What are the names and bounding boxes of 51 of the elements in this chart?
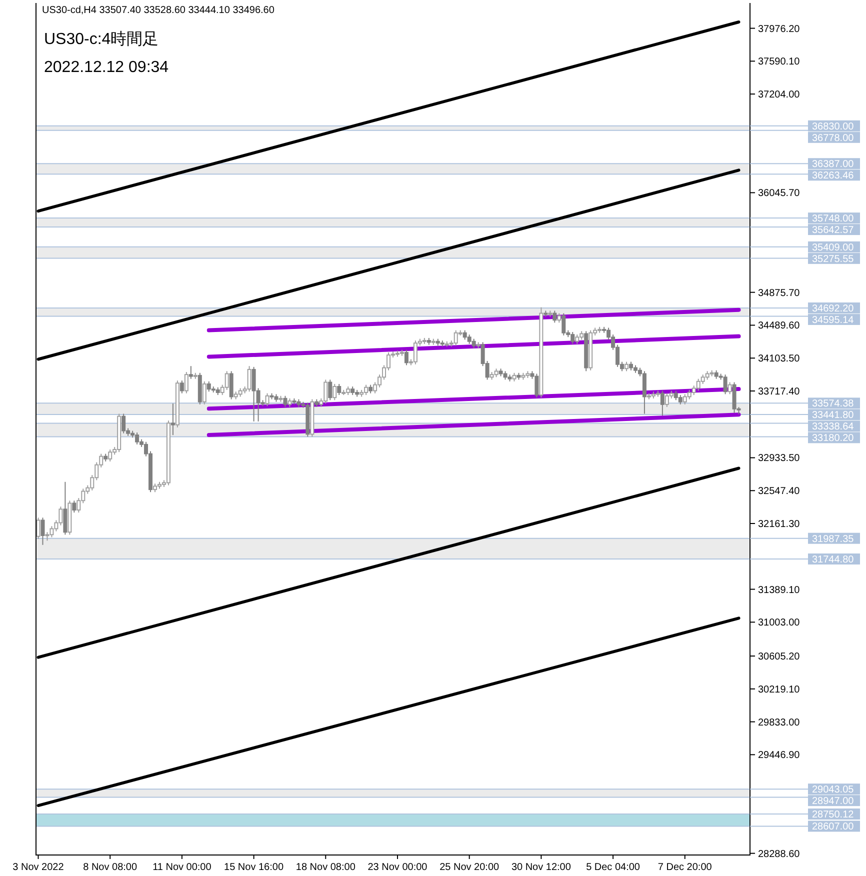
ref-line-label: 31987.35	[812, 534, 854, 545]
ref-line-label: 28607.00	[812, 822, 854, 833]
ref-line-label: 36263.46	[812, 170, 854, 182]
x-tick-label: 11 Nov 00:00	[152, 862, 212, 873]
ref-line-label: 36778.00	[812, 132, 854, 144]
x-tick-label: 15 Nov 16:00	[224, 862, 284, 873]
ref-line-label: 29043.05	[812, 784, 854, 796]
x-tick-label: 23 Nov 00:00	[368, 862, 428, 873]
text: 2022.12.12 09:34	[44, 59, 169, 76]
y-tick-label: 34103.50	[758, 354, 800, 365]
ref-line-label: 31744.80	[812, 554, 854, 566]
ref-line-label: 33180.20	[812, 433, 854, 444]
x-tick-label: 3 Nov 2022	[12, 862, 64, 873]
x-tick-label: 25 Nov 20:00	[440, 862, 500, 873]
ref-line-label: 35642.57	[812, 225, 854, 236]
y-tick-label: 32933.50	[758, 453, 800, 464]
ref-line-label: 36387.00	[812, 159, 854, 170]
ref-line-label: 28750.12	[812, 810, 854, 821]
ref-line-label: 36830.00	[812, 121, 854, 132]
y-tick-label: 29833.00	[758, 717, 800, 728]
y-tick-label: 31003.00	[758, 618, 800, 629]
ref-line-label: 33574.38	[812, 398, 854, 410]
ref-line-label: 28947.00	[812, 796, 854, 808]
ref-line-label: 34692.20	[812, 303, 854, 314]
x-tick-label: 7 Dec 20:00	[658, 862, 712, 873]
x-tick-label: 18 Nov 08:00	[296, 862, 356, 873]
y-tick-label: 37590.10	[758, 56, 800, 68]
ref-line-label: 33338.64	[812, 422, 854, 433]
y-tick-label: 36045.70	[758, 188, 800, 200]
x-tick-label: 30 Nov 12:00	[511, 862, 572, 873]
ref-line-label: 34595.14	[812, 314, 854, 326]
y-tick-label: 30605.20	[758, 652, 800, 663]
y-tick-label: 37204.00	[758, 90, 800, 101]
y-tick-label: 37976.20	[758, 24, 800, 35]
annotation: US30-cd,H4 33507.40 33528.60 33444.10 33496.60	[42, 5, 275, 16]
ref-line-label: 33441.80	[812, 410, 854, 422]
y-tick-label: 30219.10	[758, 684, 800, 696]
y-tick-label: 29446.90	[758, 750, 800, 762]
ref-line-label: 35275.55	[812, 254, 854, 265]
ref-line-label: 35409.00	[812, 242, 854, 254]
x-tick-label: 8 Nov 08:00	[83, 862, 138, 873]
y-tick-label: 34875.70	[758, 288, 800, 299]
y-tick-label: 32547.40	[758, 486, 800, 498]
y-tick-label: 34489.60	[758, 320, 800, 332]
text: US30-c:4時間足	[44, 30, 159, 48]
y-tick-label: 33717.40	[758, 386, 800, 398]
y-tick-label: 28288.60	[758, 848, 800, 860]
y-tick-label: 31389.10	[758, 584, 800, 596]
y-tick-label: 32161.30	[758, 519, 800, 530]
x-tick-label: 5 Dec 04:00	[586, 862, 640, 873]
ref-line-label: 35748.00	[812, 214, 854, 225]
